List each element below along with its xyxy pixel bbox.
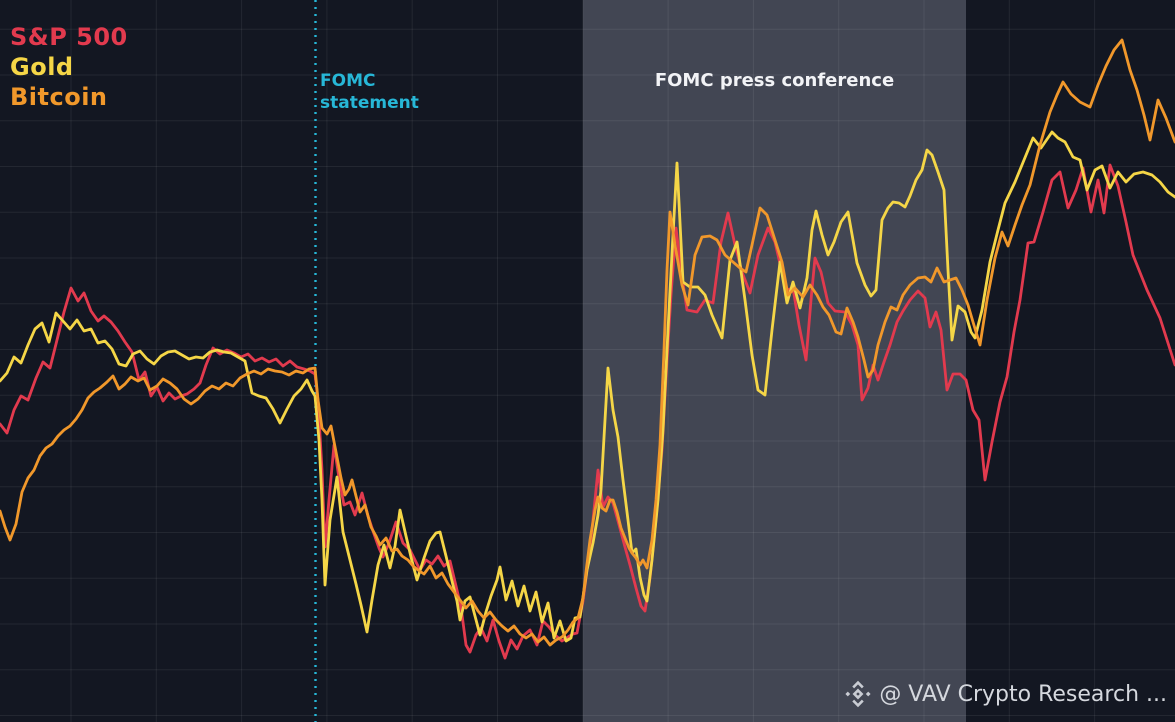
legend-item-gold: Gold (10, 53, 74, 81)
press-conference-region (583, 0, 966, 722)
watermark-text: @ VAV Crypto Research ... (879, 681, 1167, 707)
fomc-statement-label-line1: FOMC (320, 71, 376, 91)
legend-item-bitcoin: Bitcoin (10, 83, 108, 111)
fomc-statement-label: FOMC statement (320, 70, 419, 114)
legend-item-sp500: S&P 500 (10, 23, 128, 51)
fomc-statement-label-line2: statement (320, 93, 419, 113)
binance-logo-icon (845, 680, 871, 708)
chart-legend: S&P 500 Gold Bitcoin (10, 22, 128, 112)
fomc-press-conference-label: FOMC press conference (654, 70, 895, 91)
watermark: @ VAV Crypto Research ... (844, 680, 1167, 708)
series-s-p-500 (0, 163, 1175, 660)
series-bitcoin (0, 38, 1175, 647)
